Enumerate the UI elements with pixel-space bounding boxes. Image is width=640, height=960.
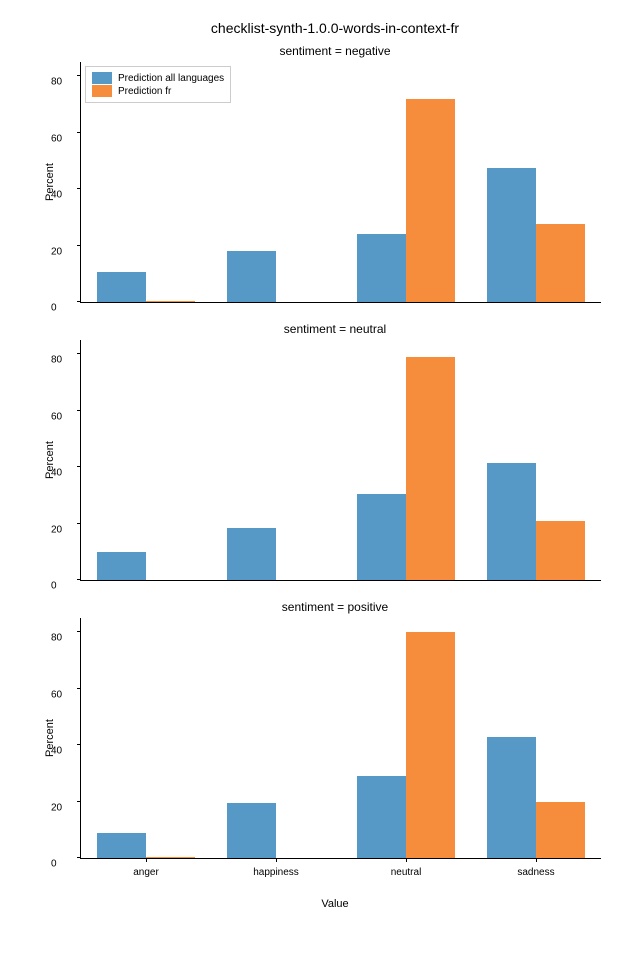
legend-swatch [92, 72, 112, 84]
y-tick: 0 [51, 859, 57, 870]
bar-fr-neutral [406, 632, 455, 858]
bar-fr-anger [146, 857, 195, 858]
bar-all-sadness [487, 737, 536, 858]
legend: Prediction all languages Prediction fr [85, 66, 231, 103]
subplot-2: sentiment = positive Percent020406080ange… [70, 600, 600, 870]
legend-swatch [92, 85, 112, 97]
y-tick: 40 [51, 190, 62, 201]
x-tick: anger [133, 867, 159, 878]
x-tick: neutral [391, 867, 422, 878]
y-tick: 20 [51, 246, 62, 257]
bar-fr-sadness [536, 224, 585, 302]
bar-fr-sadness [536, 802, 585, 858]
bar-all-anger [97, 552, 146, 580]
subplot-title: sentiment = negative [70, 44, 600, 58]
bar-all-neutral [357, 776, 406, 858]
y-tick: 60 [51, 411, 62, 422]
bar-all-neutral [357, 234, 406, 302]
subplot-1: sentiment = neutral Percent020406080 [70, 322, 600, 592]
bar-all-happiness [227, 528, 276, 580]
subplot-0: sentiment = negative Percent020406080Pred… [70, 44, 600, 314]
y-tick: 60 [51, 133, 62, 144]
y-tick: 60 [51, 689, 62, 700]
bar-all-anger [97, 272, 146, 302]
bar-fr-sadness [536, 521, 585, 580]
y-tick: 40 [51, 468, 62, 479]
y-tick: 20 [51, 524, 62, 535]
y-tick: 20 [51, 802, 62, 813]
y-tick: 40 [51, 746, 62, 757]
bar-fr-neutral [406, 99, 455, 302]
subplot-title: sentiment = neutral [70, 322, 600, 336]
plot-area: Percent020406080 [80, 340, 601, 581]
legend-label: Prediction all languages [118, 73, 224, 84]
bar-all-anger [97, 833, 146, 858]
x-axis-label: Value [70, 898, 600, 910]
bar-all-neutral [357, 494, 406, 580]
legend-item: Prediction fr [92, 85, 224, 97]
subplot-title: sentiment = positive [70, 600, 600, 614]
bar-fr-neutral [406, 357, 455, 580]
y-tick: 80 [51, 77, 62, 88]
plot-area: Percent020406080angerhappinessneutralsad… [80, 618, 601, 859]
bar-all-happiness [227, 251, 276, 302]
y-tick: 80 [51, 355, 62, 366]
bar-all-sadness [487, 463, 536, 580]
y-tick: 0 [51, 303, 57, 314]
y-tick: 80 [51, 633, 62, 644]
y-tick: 0 [51, 581, 57, 592]
bar-all-sadness [487, 168, 536, 302]
bar-fr-anger [146, 301, 195, 302]
plot-area: Percent020406080Prediction all languages… [80, 62, 601, 303]
chart-suptitle: checklist-synth-1.0.0-words-in-context-f… [70, 20, 600, 36]
bar-all-happiness [227, 803, 276, 858]
x-tick: happiness [253, 867, 299, 878]
chart-container: checklist-synth-1.0.0-words-in-context-f… [0, 0, 640, 960]
legend-label: Prediction fr [118, 86, 171, 97]
legend-item: Prediction all languages [92, 72, 224, 84]
x-tick: sadness [517, 867, 554, 878]
subplots-area: sentiment = negativePercent020406080Pred… [70, 44, 600, 870]
